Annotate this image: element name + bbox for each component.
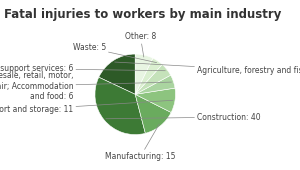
Title: Fatal injuries to workers by main industry: Fatal injuries to workers by main indust…: [4, 7, 282, 21]
Text: Admin & support services: 6: Admin & support services: 6: [0, 64, 165, 73]
Text: Waste: 5: Waste: 5: [73, 43, 157, 63]
Text: Manufacturing: 15: Manufacturing: 15: [105, 124, 176, 161]
Wedge shape: [135, 64, 171, 94]
Text: Transport and storage: 11: Transport and storage: 11: [0, 100, 173, 114]
Wedge shape: [135, 58, 162, 94]
Wedge shape: [135, 54, 153, 94]
Text: Wholesale, retail, motor,
repair; Accommodation
and food: 6: Wholesale, retail, motor, repair; Accomm…: [0, 71, 172, 101]
Text: Construction: 40: Construction: 40: [106, 113, 261, 122]
Wedge shape: [135, 94, 171, 133]
Text: Agriculture, forestry and fishing: 20: Agriculture, forestry and fishing: 20: [115, 62, 300, 75]
Text: Other: 8: Other: 8: [125, 32, 156, 57]
Wedge shape: [135, 75, 175, 94]
Wedge shape: [135, 88, 176, 113]
Wedge shape: [95, 77, 146, 135]
Wedge shape: [99, 54, 135, 94]
